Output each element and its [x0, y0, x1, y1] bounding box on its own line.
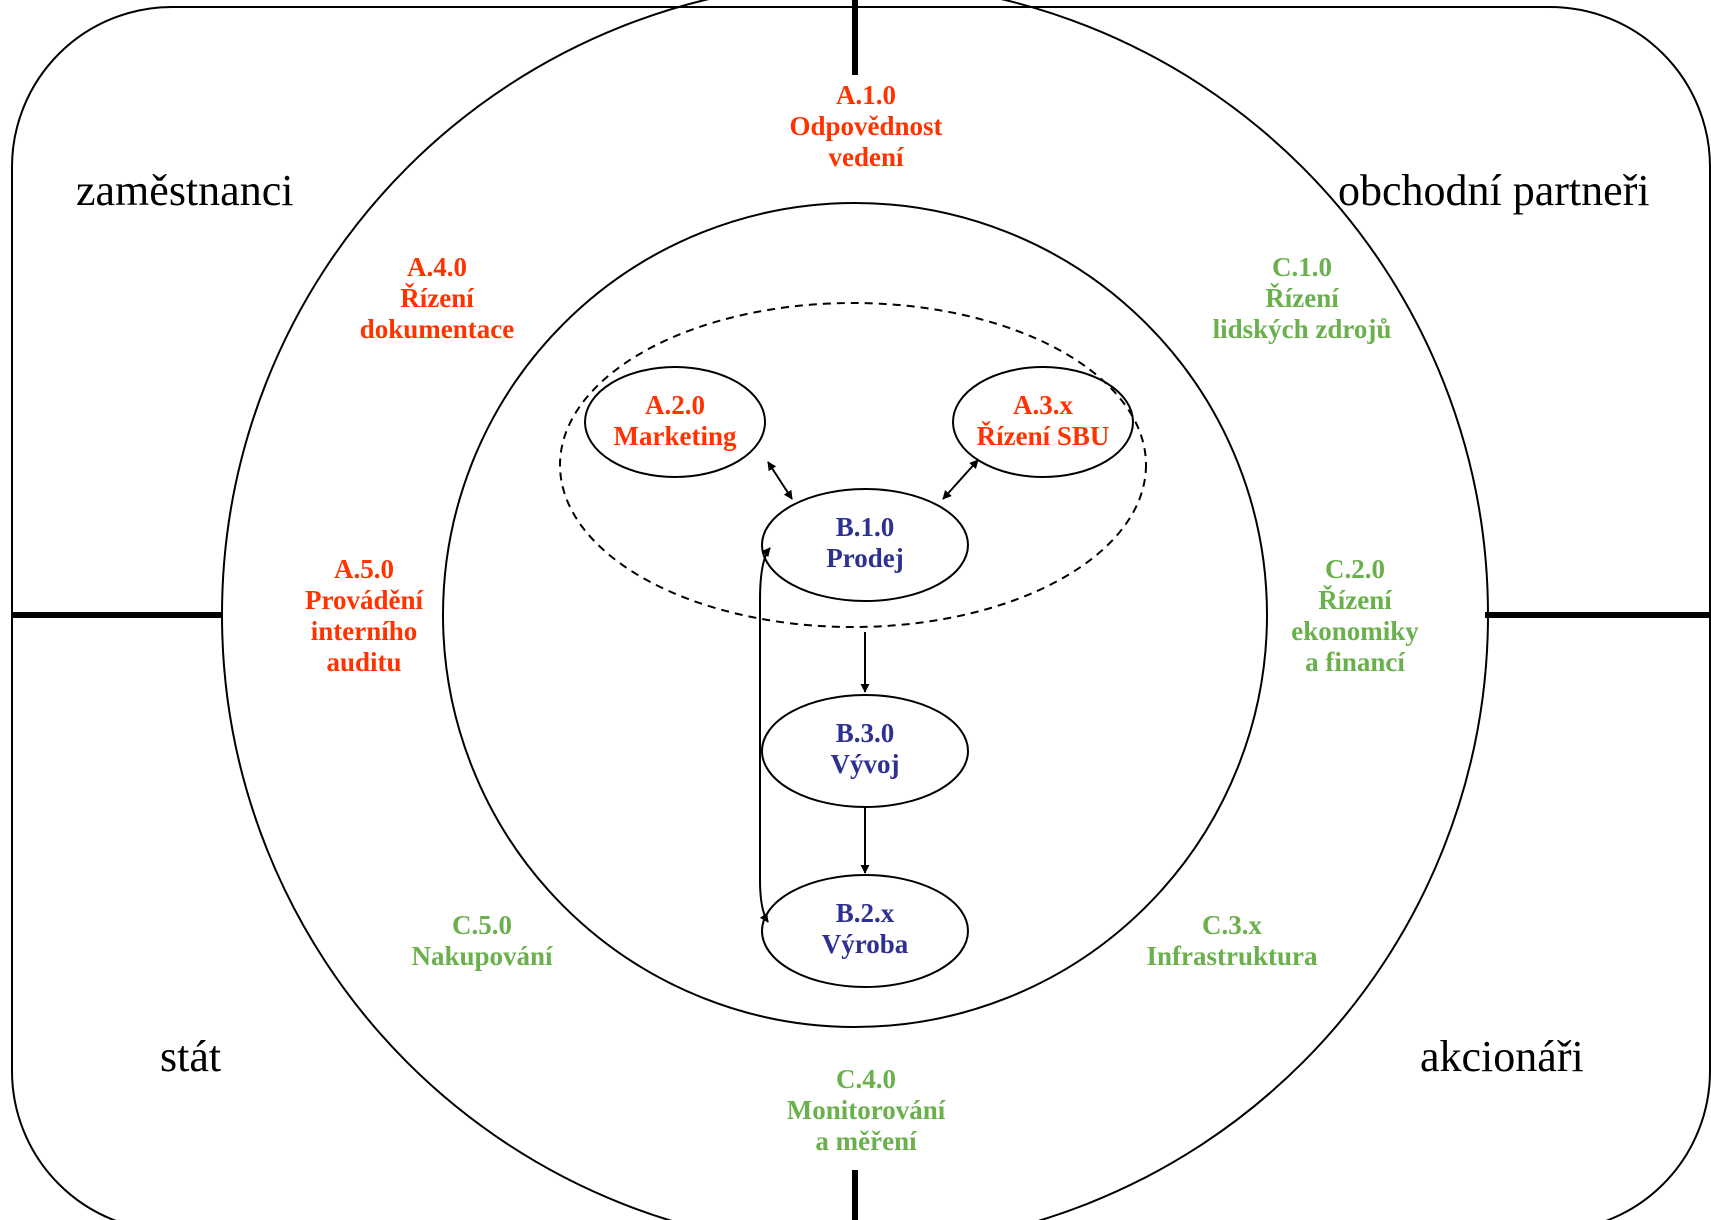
process-code: A.3.x [1013, 390, 1073, 420]
process-b1: B.1.0 Prodej [826, 512, 903, 573]
inner-process-circle [442, 202, 1268, 1028]
process-name-line: Výroba [822, 929, 909, 959]
process-name-line: vedení [828, 142, 904, 172]
arrow-b1-b2-loop [759, 547, 771, 923]
process-name-line: Nakupování [411, 941, 553, 971]
outer-frame [11, 6, 1711, 1220]
process-c2: C.2.0 Řízení ekonomiky a financí [1291, 554, 1419, 677]
process-code: A.4.0 [407, 252, 467, 282]
process-name-line: Vývoj [831, 749, 900, 779]
process-name-line: Infrastruktura [1146, 941, 1318, 971]
process-name-line: Odpovědnost [789, 111, 942, 141]
process-a2: A.2.0 Marketing [614, 390, 737, 451]
process-name-line: dokumentace [360, 314, 515, 344]
process-a4: A.4.0 Řízení dokumentace [360, 252, 515, 344]
process-name-line: Prodej [826, 543, 903, 573]
process-code: B.3.0 [836, 718, 895, 748]
process-code: C.4.0 [836, 1064, 896, 1094]
process-a1: A.1.0 Odpovědnost vedení [789, 80, 942, 172]
process-name-line: lidských zdrojů [1213, 314, 1392, 344]
process-b3: B.3.0 Vývoj [831, 718, 900, 779]
node-a2-ellipse [584, 366, 766, 478]
node-a3-ellipse [952, 366, 1134, 478]
stakeholder-bottom-right: akcionáři [1420, 1032, 1584, 1081]
process-name-line: Provádění [305, 585, 424, 615]
process-name-line: Řízení [1265, 283, 1339, 313]
dashed-group-ellipse [559, 302, 1147, 628]
process-b2: B.2.x Výroba [822, 898, 909, 959]
process-name-line: ekonomiky [1291, 616, 1419, 646]
process-code: C.2.0 [1325, 554, 1385, 584]
process-code: A.1.0 [836, 80, 896, 110]
process-name-line: a financí [1305, 647, 1405, 677]
process-name-line: Řízení SBU [977, 421, 1110, 451]
process-name-line: interního [311, 616, 418, 646]
process-code: A.5.0 [334, 554, 394, 584]
process-code: B.1.0 [836, 512, 895, 542]
process-name-line: Řízení [1318, 585, 1392, 615]
stakeholder-bottom-left: stát [160, 1032, 221, 1081]
process-name-line: Monitorování [787, 1095, 946, 1125]
outer-process-circle [221, 0, 1489, 1220]
process-c4: C.4.0 Monitorování a měření [787, 1064, 946, 1156]
process-c1: C.1.0 Řízení lidských zdrojů [1213, 252, 1392, 344]
process-c5: C.5.0 Nakupování [411, 910, 553, 971]
process-code: C.5.0 [452, 910, 512, 940]
process-code: A.2.0 [645, 390, 705, 420]
process-name-line: Marketing [614, 421, 737, 451]
process-a5: A.5.0 Provádění interního auditu [305, 554, 424, 677]
process-name-line: Řízení [400, 283, 474, 313]
process-code: B.2.x [836, 898, 895, 928]
node-b1-ellipse [761, 488, 969, 602]
process-name-line: a měření [815, 1126, 917, 1156]
node-b2-ellipse [761, 874, 969, 988]
arrow-a2-b1 [767, 461, 793, 500]
stakeholder-top-right: obchodní partneři [1338, 166, 1650, 215]
stakeholder-top-left: zaměstnanci [76, 166, 293, 215]
process-code: C.1.0 [1272, 252, 1332, 282]
arrow-a3-b1 [942, 459, 979, 500]
process-code: C.3.x [1202, 910, 1262, 940]
process-c3: C.3.x Infrastruktura [1146, 910, 1318, 971]
process-name-line: auditu [326, 647, 401, 677]
process-a3: A.3.x Řízení SBU [977, 390, 1110, 451]
